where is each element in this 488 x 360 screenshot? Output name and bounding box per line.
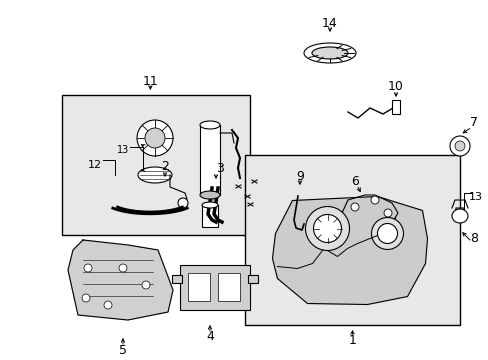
Text: 6: 6 — [350, 175, 358, 188]
Bar — [180, 265, 249, 310]
Circle shape — [449, 136, 469, 156]
Circle shape — [377, 224, 397, 243]
Circle shape — [142, 281, 150, 289]
Text: 8: 8 — [469, 231, 477, 244]
Bar — [200, 125, 220, 195]
Circle shape — [82, 294, 90, 302]
Bar — [202, 205, 218, 227]
Circle shape — [178, 198, 187, 208]
Text: 1: 1 — [348, 334, 356, 347]
Bar — [62, 95, 249, 235]
Circle shape — [454, 141, 464, 151]
Circle shape — [370, 196, 378, 204]
Bar — [391, 100, 399, 114]
Text: 13: 13 — [117, 145, 129, 155]
Circle shape — [313, 215, 341, 243]
Text: 4: 4 — [205, 330, 214, 343]
Bar — [187, 273, 209, 301]
Polygon shape — [272, 197, 427, 305]
Ellipse shape — [304, 43, 355, 63]
Text: 10: 10 — [387, 80, 403, 93]
Circle shape — [145, 128, 164, 148]
Text: 7: 7 — [469, 116, 477, 129]
Circle shape — [84, 264, 92, 272]
Text: 14: 14 — [322, 17, 337, 30]
Bar — [244, 155, 459, 325]
Text: 2: 2 — [161, 159, 168, 172]
Circle shape — [119, 264, 127, 272]
Ellipse shape — [202, 202, 218, 208]
Ellipse shape — [311, 47, 347, 59]
Ellipse shape — [138, 167, 172, 183]
Text: 3: 3 — [216, 162, 224, 175]
Circle shape — [350, 203, 358, 211]
Text: 9: 9 — [295, 170, 304, 183]
Circle shape — [305, 207, 349, 251]
Text: 12: 12 — [88, 160, 102, 170]
Ellipse shape — [200, 121, 220, 129]
Circle shape — [383, 209, 391, 217]
Circle shape — [371, 217, 403, 249]
Bar — [247, 275, 258, 283]
Ellipse shape — [451, 209, 467, 223]
Circle shape — [137, 120, 173, 156]
Text: 13: 13 — [468, 192, 482, 202]
Polygon shape — [68, 240, 173, 320]
Text: 5: 5 — [119, 343, 127, 356]
Circle shape — [104, 301, 112, 309]
Ellipse shape — [200, 191, 220, 199]
Text: 11: 11 — [142, 75, 158, 87]
Bar — [218, 273, 240, 301]
Bar — [172, 275, 182, 283]
